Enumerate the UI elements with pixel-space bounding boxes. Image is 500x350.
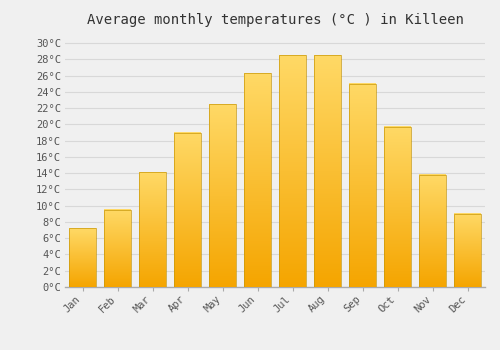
Bar — [174, 133, 201, 287]
Bar — [280, 55, 305, 287]
Bar — [454, 214, 480, 287]
Title: Average monthly temperatures (°C ) in Killeen: Average monthly temperatures (°C ) in Ki… — [86, 13, 464, 27]
Bar — [140, 173, 166, 287]
Bar — [104, 210, 130, 287]
Bar — [244, 73, 270, 287]
Bar — [454, 214, 480, 287]
Bar — [420, 175, 446, 287]
Bar — [174, 133, 201, 287]
Bar — [244, 73, 270, 287]
Bar — [384, 127, 410, 287]
Bar — [350, 84, 376, 287]
Bar — [140, 173, 166, 287]
Bar — [280, 55, 305, 287]
Bar — [384, 127, 410, 287]
Bar — [210, 104, 236, 287]
Bar — [314, 55, 340, 287]
Bar — [104, 210, 130, 287]
Bar — [210, 104, 236, 287]
Bar — [70, 229, 96, 287]
Bar — [70, 229, 96, 287]
Bar — [314, 55, 340, 287]
Bar — [420, 175, 446, 287]
Bar — [350, 84, 376, 287]
